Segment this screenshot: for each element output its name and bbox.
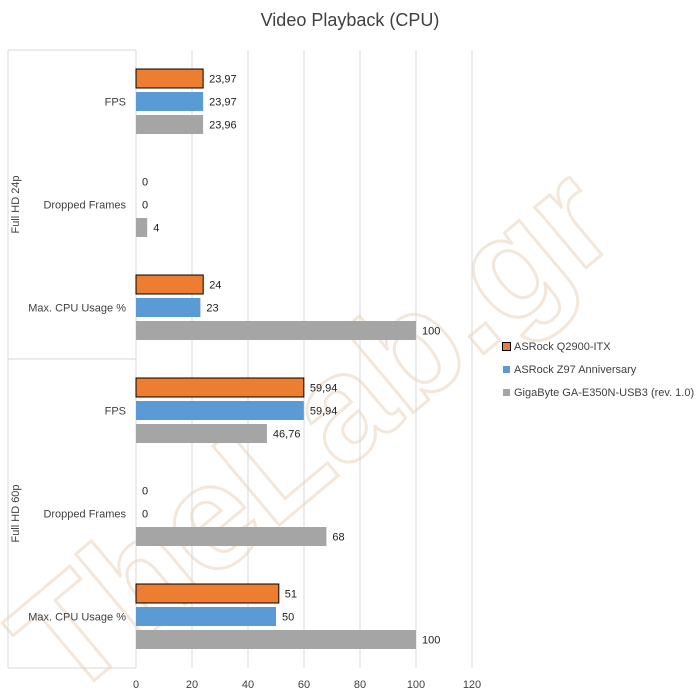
data-label: 51 bbox=[285, 589, 297, 601]
bar bbox=[136, 401, 304, 420]
category-label: FPS bbox=[105, 406, 126, 418]
bar bbox=[136, 424, 267, 443]
data-label: 50 bbox=[282, 612, 294, 624]
data-label: 68 bbox=[332, 532, 344, 544]
bar bbox=[135, 377, 305, 398]
data-label: 100 bbox=[422, 326, 440, 338]
data-label: 23,97 bbox=[209, 74, 237, 86]
group-labels: Full HD 24p Full HD 60p bbox=[10, 175, 22, 542]
group-label: Full HD 24p bbox=[10, 175, 22, 233]
data-label: 59,94 bbox=[310, 383, 338, 395]
bar bbox=[136, 607, 276, 626]
bar bbox=[135, 274, 204, 295]
legend-swatch bbox=[503, 389, 510, 396]
data-label: 0 bbox=[142, 200, 148, 212]
data-label: 0 bbox=[142, 486, 148, 498]
bar bbox=[136, 218, 148, 237]
x-tick-label: 20 bbox=[186, 679, 198, 691]
x-tick-label: 40 bbox=[242, 679, 254, 691]
legend-label: GigaByte GA-E350N-USB3 (rev. 1.0) bbox=[514, 386, 695, 399]
category-label: Dropped Frames bbox=[43, 509, 126, 521]
legend-item: GigaByte GA-E350N-USB3 (rev. 1.0) bbox=[503, 381, 694, 404]
bar bbox=[136, 115, 204, 134]
legend-item: ASRock Q2900-ITX bbox=[502, 335, 694, 358]
legend-swatch bbox=[503, 366, 510, 373]
legend: ASRock Q2900-ITX ASRock Z97 Anniversary Gi… bbox=[502, 335, 694, 404]
legend-label: ASRock Z97 Anniversary bbox=[514, 363, 637, 376]
category-label: Max. CPU Usage % bbox=[28, 303, 126, 315]
data-label: 4 bbox=[153, 223, 159, 235]
data-label: 24 bbox=[209, 280, 221, 292]
bar bbox=[135, 68, 204, 89]
x-tick-label: 0 bbox=[133, 679, 139, 691]
group-label: Full HD 60p bbox=[10, 484, 22, 542]
bar bbox=[136, 298, 201, 317]
data-label: 0 bbox=[142, 177, 148, 189]
data-label: 23 bbox=[206, 303, 218, 315]
bar bbox=[135, 583, 280, 604]
legend-swatch bbox=[502, 342, 511, 351]
legend-label: ASRock Q2900-ITX bbox=[514, 340, 611, 353]
data-label: 100 bbox=[422, 635, 440, 647]
bar bbox=[136, 92, 204, 111]
x-tick-label: 120 bbox=[463, 679, 481, 691]
category-labels: FPS Dropped Frames Max. CPU Usage % FPS Drop… bbox=[28, 97, 126, 624]
data-label: 0 bbox=[142, 509, 148, 521]
x-tick-label: 80 bbox=[354, 679, 366, 691]
category-label: FPS bbox=[105, 97, 126, 109]
category-axis-frame bbox=[7, 49, 137, 669]
data-label: 59,94 bbox=[310, 406, 338, 418]
bars bbox=[135, 68, 416, 649]
bar bbox=[136, 321, 416, 340]
category-label: Max. CPU Usage % bbox=[28, 612, 126, 624]
chart-title: Video Playback (CPU) bbox=[260, 10, 440, 30]
data-label: 46,76 bbox=[273, 429, 301, 441]
legend-item: ASRock Z97 Anniversary bbox=[503, 358, 694, 381]
x-axis-ticks: 0 20 40 60 80 100 120 bbox=[133, 679, 481, 691]
x-tick-label: 100 bbox=[407, 679, 425, 691]
data-label: 23,97 bbox=[209, 97, 237, 109]
bar bbox=[136, 527, 327, 546]
data-labels: 23,9723,9723,96004242310059,9459,9446,76… bbox=[142, 74, 440, 647]
category-label: Dropped Frames bbox=[43, 200, 126, 212]
data-label: 23,96 bbox=[209, 120, 237, 132]
bar bbox=[136, 630, 416, 649]
x-tick-label: 60 bbox=[298, 679, 310, 691]
